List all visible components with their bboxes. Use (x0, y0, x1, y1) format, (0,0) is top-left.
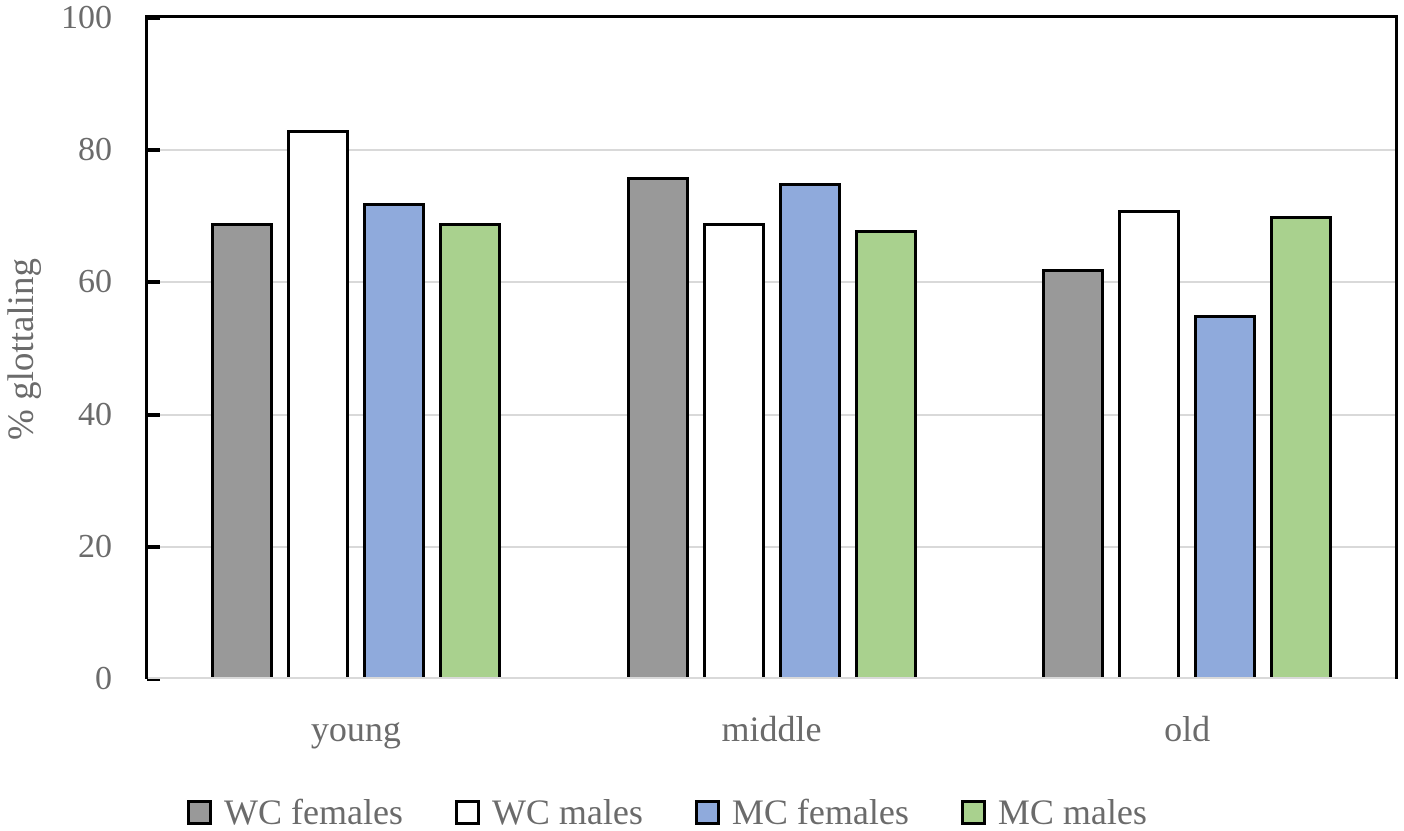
bar-mc-males-young (438, 222, 501, 679)
bar-wc-females-old (1042, 269, 1105, 679)
legend-swatch-mc-females (694, 799, 720, 825)
y-tick-label-60: 60 (78, 263, 112, 301)
x-category-label-old: old (1164, 709, 1211, 749)
gridline-40 (148, 413, 1395, 416)
legend: WC females WC males MC females MC males (187, 792, 1147, 831)
y-tick-40 (147, 412, 160, 417)
y-tick-label-100: 100 (61, 0, 112, 36)
x-category-label-young: young (310, 709, 401, 749)
y-tick-0 (147, 677, 160, 681)
bars-layer (148, 18, 1395, 679)
legend-swatch-wc-males (454, 799, 480, 825)
x-category-label-middle: middle (721, 709, 822, 749)
bar-wc-males-young (286, 130, 349, 679)
y-tick-label-40: 40 (78, 395, 112, 433)
legend-swatch-mc-males (960, 799, 986, 825)
bar-wc-females-middle (626, 176, 689, 679)
gridline-60 (148, 281, 1395, 284)
legend-label-wc-males: WC males (491, 792, 643, 831)
y-tick-label-80: 80 (78, 131, 112, 169)
bar-wc-males-middle (702, 222, 765, 679)
x-axis-category-labels: young middle old (148, 708, 1395, 750)
legend-label-mc-females: MC females (731, 792, 909, 831)
bar-wc-females-young (210, 222, 273, 679)
bar-group-young (148, 18, 564, 679)
y-tick-20 (147, 544, 160, 549)
bar-group-old (979, 18, 1395, 679)
bar-group-middle (564, 18, 980, 679)
legend-item-wc-females: WC females (187, 792, 403, 831)
legend-label-mc-males: MC males (997, 792, 1147, 831)
bar-mc-females-old (1194, 315, 1257, 679)
y-tick-label-0: 0 (95, 660, 112, 697)
bar-wc-males-old (1118, 209, 1181, 679)
y-axis-title: % glottaling (1, 258, 42, 440)
y-tick-100 (147, 16, 160, 20)
legend-label-wc-females: WC females (224, 792, 403, 831)
y-tick-80 (147, 148, 160, 153)
gridline-20 (148, 545, 1395, 548)
y-tick-label-20: 20 (78, 527, 112, 565)
bar-mc-females-young (362, 203, 425, 679)
y-tick-60 (147, 280, 160, 285)
gridline-80 (148, 149, 1395, 152)
legend-item-mc-males: MC males (960, 792, 1147, 831)
legend-item-wc-males: WC males (454, 792, 643, 831)
plot-area (145, 15, 1398, 681)
bar-mc-males-old (1270, 216, 1333, 679)
legend-item-mc-females: MC females (694, 792, 909, 831)
x-axis-line (148, 677, 1395, 679)
bar-mc-males-middle (854, 229, 917, 679)
bar-mc-females-middle (778, 183, 841, 679)
legend-swatch-wc-females (187, 799, 212, 825)
